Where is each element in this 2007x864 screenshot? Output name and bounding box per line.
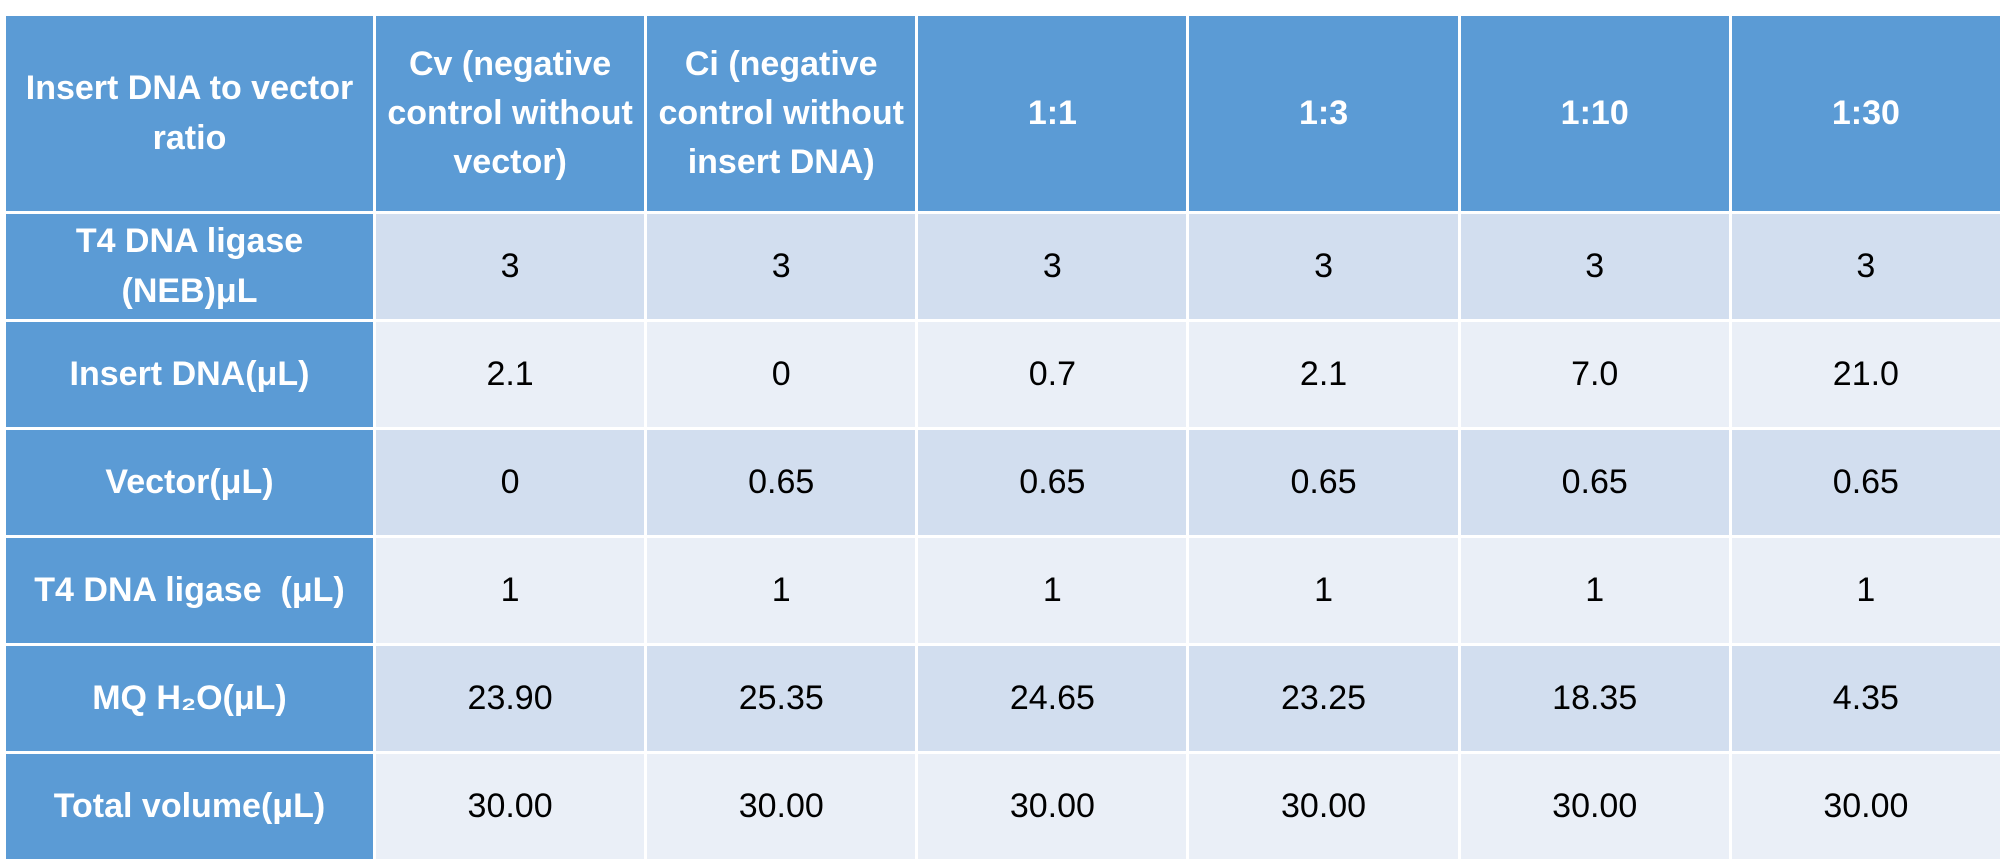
header-row: Insert DNA to vector ratio Cv (negative c… (3, 13, 2004, 214)
table-cell: 1 (915, 535, 1190, 646)
header-cell: Ci (negative control without insert DNA) (644, 13, 919, 214)
row-label: Total volume(μL) (3, 751, 376, 862)
table-cell: 23.90 (372, 643, 648, 754)
table-cell: 3 (1457, 211, 1732, 322)
table-cell: 25.35 (644, 643, 919, 754)
table-cell: 1 (372, 535, 648, 646)
header-cell: 1:3 (1186, 13, 1461, 214)
row-label: Insert DNA(μL) (3, 319, 376, 430)
table-cell: 7.0 (1457, 319, 1732, 430)
table-cell: 4.35 (1728, 643, 2004, 754)
table-row: Vector(μL) 0 0.65 0.65 0.65 0.65 0.65 (3, 427, 2004, 538)
table-cell: 3 (644, 211, 919, 322)
table-row: Insert DNA(μL) 2.1 0 0.7 2.1 7.0 21.0 (3, 319, 2004, 430)
data-table: Insert DNA to vector ratio Cv (negative c… (3, 13, 2004, 862)
table-cell: 21.0 (1728, 319, 2004, 430)
table-cell: 30.00 (1457, 751, 1732, 862)
row-label: T4 DNA ligase (NEB)μL (3, 211, 376, 322)
table-cell: 3 (1728, 211, 2004, 322)
table-cell: 2.1 (372, 319, 648, 430)
table-cell: 0.65 (1457, 427, 1732, 538)
table-cell: 3 (1186, 211, 1461, 322)
table-cell: 1 (1457, 535, 1732, 646)
table-cell: 2.1 (1186, 319, 1461, 430)
table-cell: 30.00 (644, 751, 919, 862)
row-label: Vector(μL) (3, 427, 376, 538)
header-cell: 1:30 (1728, 13, 2004, 214)
table-cell: 0.65 (915, 427, 1190, 538)
table-cell: 0.65 (1186, 427, 1461, 538)
header-cell: 1:1 (915, 13, 1190, 214)
table-cell: 3 (915, 211, 1190, 322)
header-cell: Insert DNA to vector ratio (3, 13, 376, 214)
table-cell: 30.00 (1728, 751, 2004, 862)
table-cell: 24.65 (915, 643, 1190, 754)
row-label: T4 DNA ligase (μL) (3, 535, 376, 646)
table-row: T4 DNA ligase (NEB)μL 3 3 3 3 3 3 (3, 211, 2004, 322)
table-cell: 23.25 (1186, 643, 1461, 754)
table-cell: 30.00 (1186, 751, 1461, 862)
table-row: MQ H₂O(μL) 23.90 25.35 24.65 23.25 18.35 4.35 (3, 643, 2004, 754)
header-cell: Cv (negative control without vector) (372, 13, 648, 214)
table-cell: 1 (1186, 535, 1461, 646)
table-cell: 0.65 (1728, 427, 2004, 538)
table-header: Insert DNA to vector ratio Cv (negative c… (3, 13, 2004, 214)
table-cell: 1 (644, 535, 919, 646)
table-cell: 0.65 (644, 427, 919, 538)
table-row: T4 DNA ligase (μL) 1 1 1 1 1 1 (3, 535, 2004, 646)
table-cell: 18.35 (1457, 643, 1732, 754)
row-label: MQ H₂O(μL) (3, 643, 376, 754)
table-cell: 0 (372, 427, 648, 538)
table-cell: 30.00 (372, 751, 648, 862)
table-cell: 0.7 (915, 319, 1190, 430)
table-cell: 0 (644, 319, 919, 430)
table-cell: 1 (1728, 535, 2004, 646)
header-cell: 1:10 (1457, 13, 1732, 214)
table-cell: 30.00 (915, 751, 1190, 862)
table-body: T4 DNA ligase (NEB)μL 3 3 3 3 3 3 Insert DNA(μL… (3, 211, 2004, 862)
table-row: Total volume(μL) 30.00 30.00 30.00 30.00 30.0… (3, 751, 2004, 862)
table-cell: 3 (372, 211, 648, 322)
